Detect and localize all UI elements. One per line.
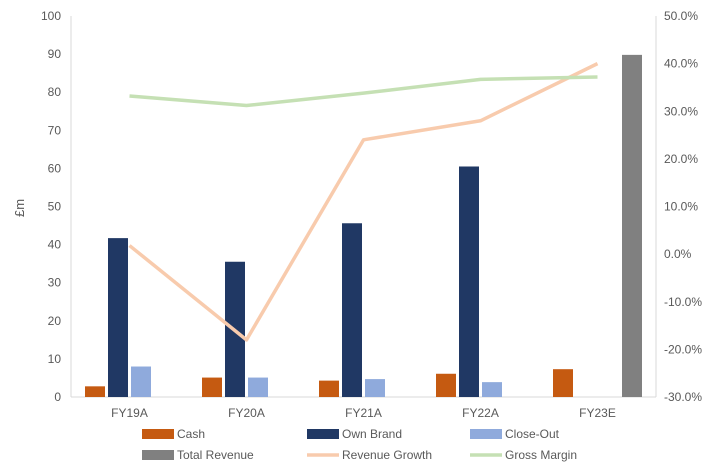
legend-label-revenue-growth: Revenue Growth [342,448,432,462]
x-tick-label: FY23E [579,406,616,420]
tick-labels: 0 10 20 30 40 50 60 70 80 90 100 -30.0% -20.0% -10.0%… [41,9,702,420]
bar-close-out [131,366,151,397]
y-tick-label: 90 [48,47,62,61]
legend-label-total-revenue: Total Revenue [177,448,254,462]
axes [70,16,657,398]
bar-total-revenue [622,54,642,397]
legend-label-gross-margin: Gross Margin [505,448,577,462]
y-tick-label: 20 [48,314,62,328]
bar-close-out [365,379,385,397]
bar-cash [202,377,222,397]
line-gross-margin [129,75,598,108]
legend-swatch-total-revenue [142,450,174,460]
legend-label-own-brand: Own Brand [342,427,402,441]
legend-swatch-close-out [470,429,502,439]
bar-close-out [482,382,502,397]
y-tick-label: 70 [48,123,62,137]
legend-label-close-out: Close-Out [505,427,560,441]
y-tick-label: 30 [48,276,62,290]
y2-tick-label: -20.0% [664,342,702,356]
y-tick-label: 100 [41,9,61,23]
x-tick-label: FY22A [462,406,499,420]
bar-own-brand [108,238,128,397]
lines [128,62,599,342]
line-revenue-growth [128,62,599,342]
y2-tick-label: -10.0% [664,295,702,309]
legend-label-cash: Cash [177,427,205,441]
bar-cash [436,373,456,397]
y2-tick-label: 40.0% [664,57,698,71]
y2-tick-label: 10.0% [664,200,698,214]
y2-tick-label: 50.0% [664,9,698,23]
bars [85,54,642,397]
y-tick-label: 80 [48,85,62,99]
y-tick-label: 50 [48,200,62,214]
y-tick-label: 0 [54,390,61,404]
y-tick-label: 10 [48,352,62,366]
y-tick-label: 40 [48,238,62,252]
y2-tick-label: -30.0% [664,390,702,404]
y-axis-title: £m [12,199,27,217]
x-tick-label: FY19A [111,406,148,420]
x-tick-label: FY20A [228,406,265,420]
bar-cash [85,386,105,397]
y2-tick-label: 0.0% [664,247,692,261]
bar-own-brand [342,223,362,397]
bar-close-out [248,377,268,397]
y2-tick-label: 30.0% [664,104,698,118]
y-tick-label: 60 [48,161,62,175]
bar-cash [319,380,339,397]
legend-swatch-own-brand [307,429,339,439]
legend-swatch-cash [142,429,174,439]
bar-cash [553,369,573,397]
x-tick-label: FY21A [345,406,382,420]
legend: Cash Own Brand Close-Out Total Revenue Reven… [142,427,577,462]
bar-own-brand [459,166,479,397]
y2-tick-label: 20.0% [664,152,698,166]
